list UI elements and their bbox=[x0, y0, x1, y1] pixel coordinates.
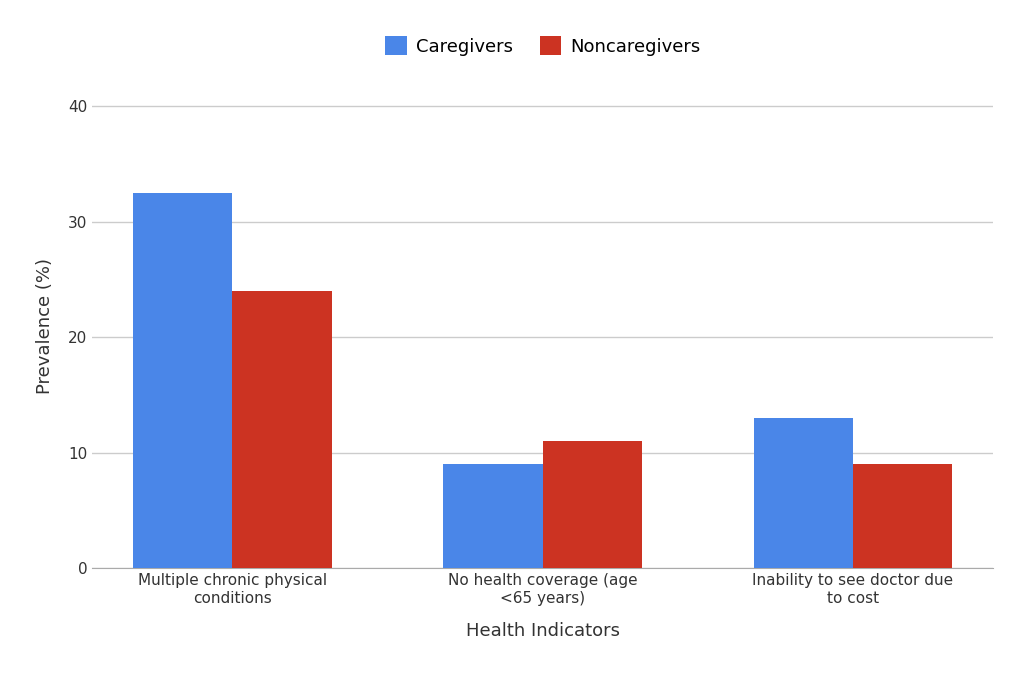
Y-axis label: Prevalence (%): Prevalence (%) bbox=[36, 258, 54, 394]
Bar bbox=[133, 193, 232, 568]
X-axis label: Health Indicators: Health Indicators bbox=[466, 622, 620, 640]
Bar bbox=[443, 464, 543, 568]
Bar bbox=[754, 418, 853, 568]
Legend: Caregivers, Noncaregivers: Caregivers, Noncaregivers bbox=[378, 29, 708, 63]
Bar bbox=[232, 291, 332, 568]
Bar bbox=[543, 441, 642, 568]
Bar bbox=[853, 464, 952, 568]
